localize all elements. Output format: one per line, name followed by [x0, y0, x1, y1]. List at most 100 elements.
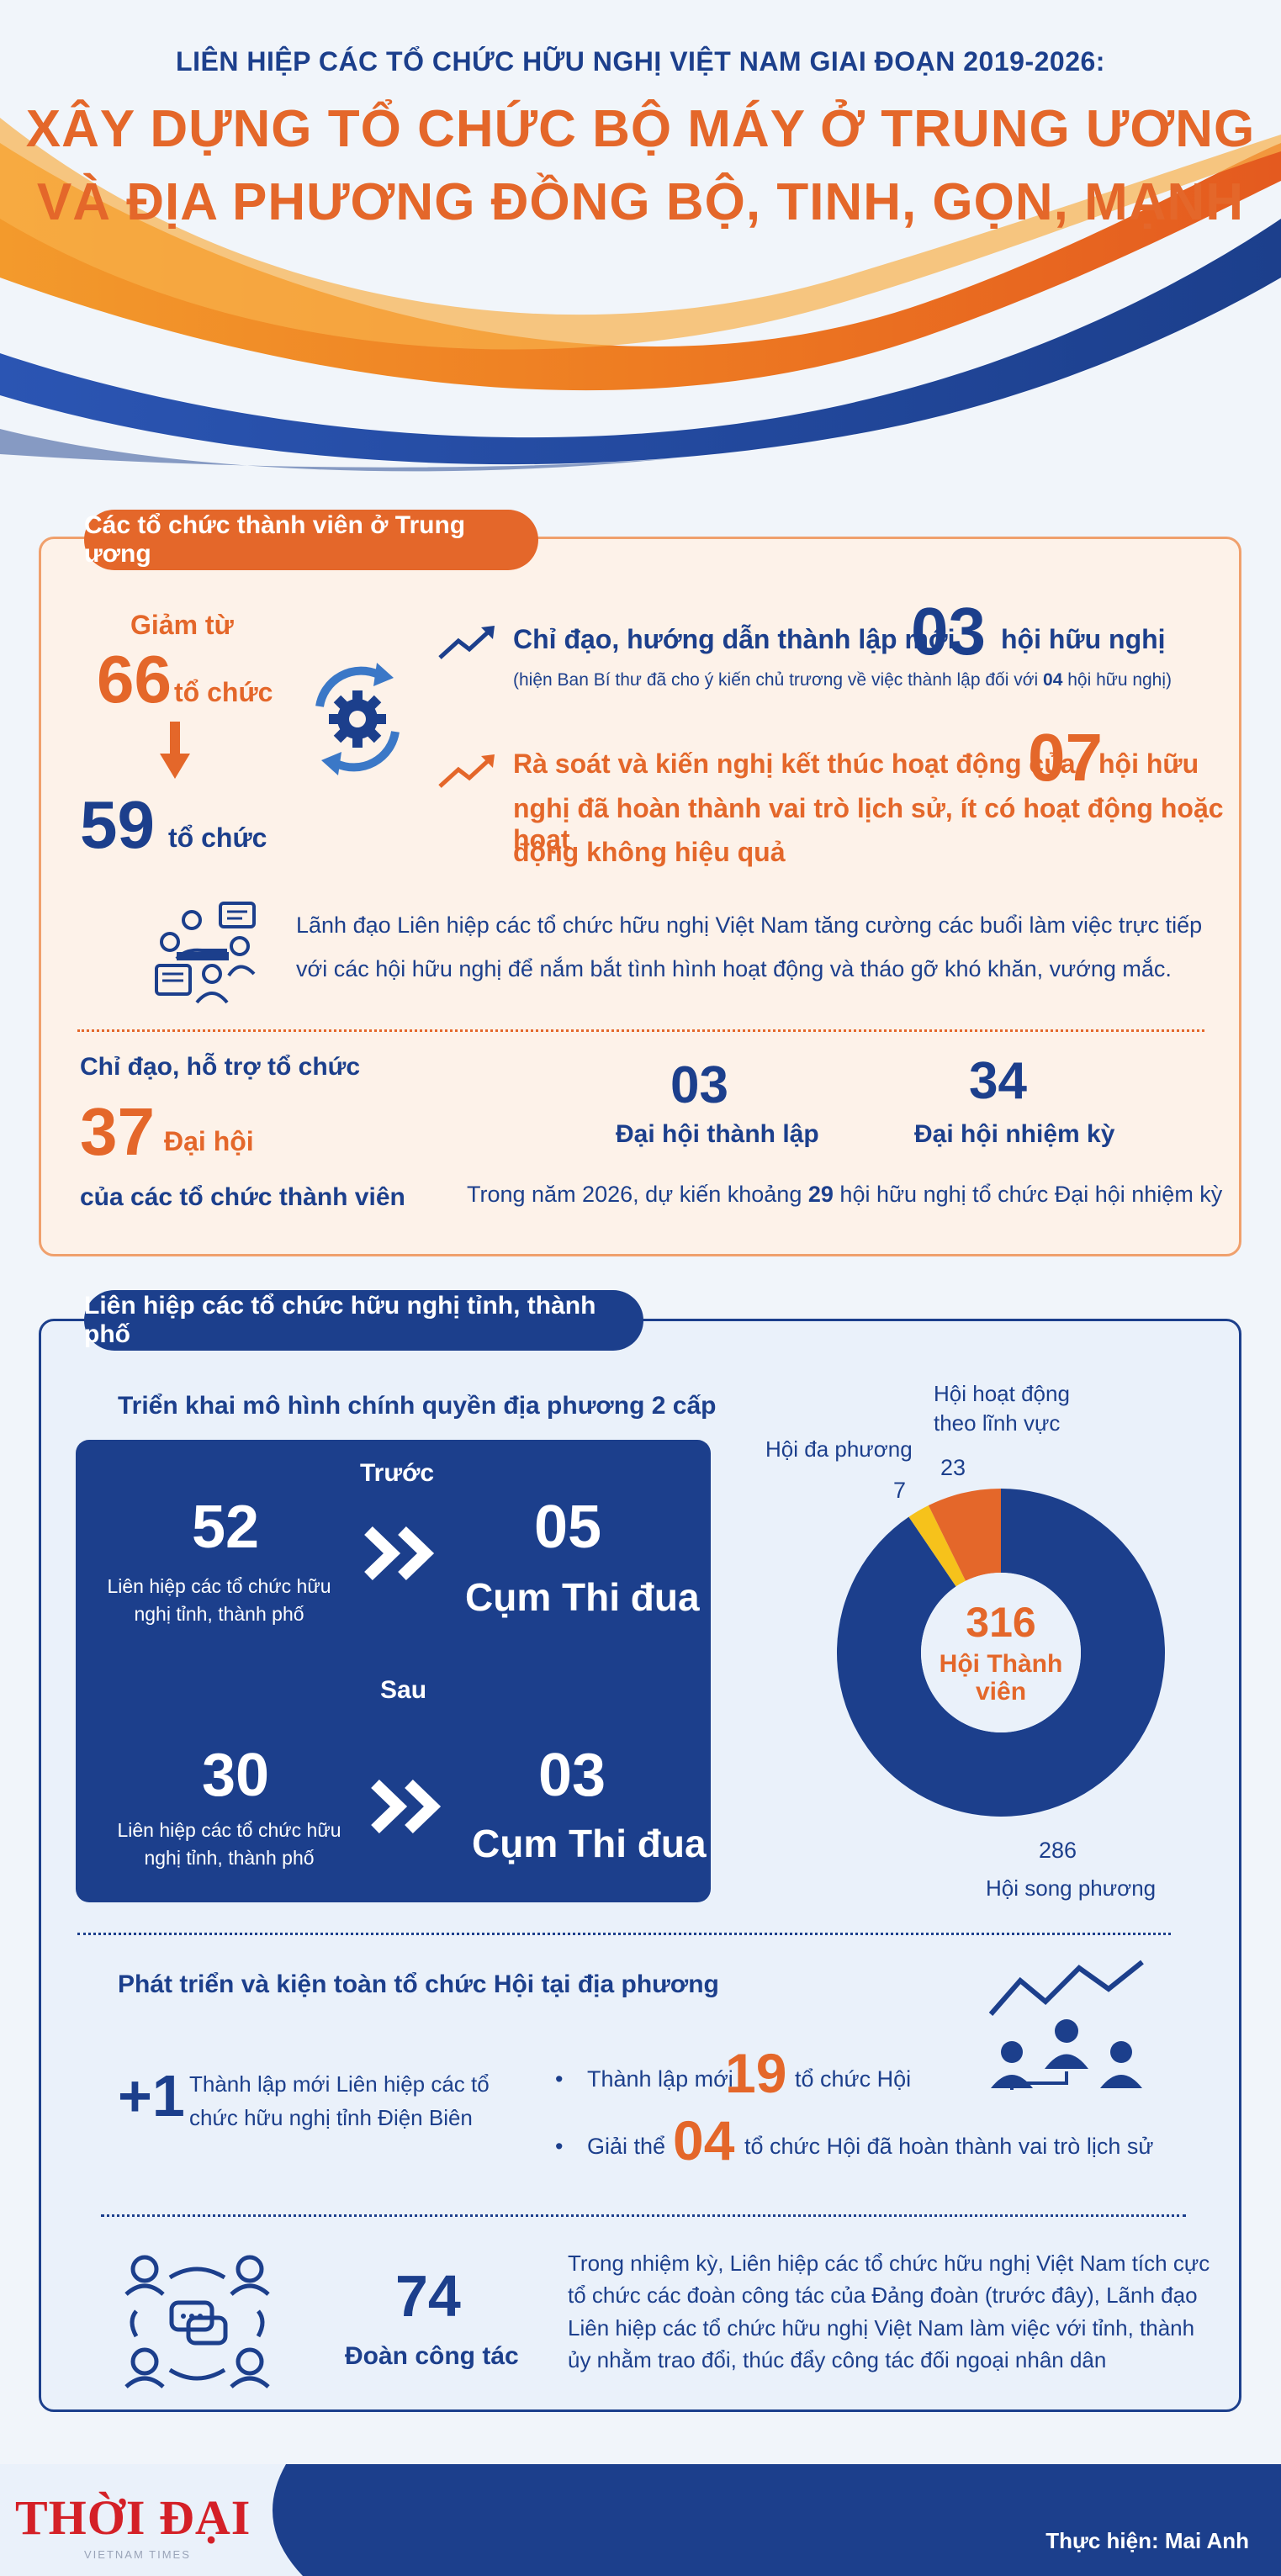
after-unions-label-line2: nghị tỉnh, thành phố: [144, 1847, 315, 1870]
donut-center-label-line2: viên: [975, 1678, 1027, 1706]
before-unions-value: 52: [192, 1494, 260, 1561]
dissolve-pre: Giải thể: [587, 2134, 666, 2159]
footer-logo-text: THỜI ĐẠI: [15, 2490, 251, 2545]
field-slice-label-line1: Hội hoạt động: [934, 1381, 1070, 1406]
delegation-value: 74: [395, 2263, 461, 2329]
after-clusters-label: Cụm Thi đua: [472, 1822, 707, 1865]
multilateral-slice-label: Hội đa phương: [765, 1436, 913, 1462]
delegation-text-line3: Liên hiệp các tổ chức hữu nghị Việt Nam …: [568, 2314, 1195, 2341]
after-clusters-value: 03: [538, 1742, 606, 1809]
central-section-panel: [39, 537, 1241, 1256]
item2-value: 07: [1028, 720, 1103, 795]
founding-value: 03: [670, 1056, 728, 1114]
new-assoc-pre: Thành lập mới: [587, 2066, 733, 2092]
donut-slice-multilateral: [908, 1505, 966, 1587]
local-section-label: Liên hiệp các tổ chức hữu nghị tỉnh, thà…: [84, 1290, 643, 1351]
founding-label: Đại hội thành lập: [616, 1120, 819, 1148]
double-chevron-right-icon: [364, 1526, 435, 1581]
item2-post: hội hữu: [1098, 748, 1199, 779]
before-clusters-label: Cụm Thi đua: [465, 1575, 700, 1619]
section1-divider: [77, 1029, 1204, 1032]
before-label: Trước: [360, 1459, 435, 1487]
congress-sub: của các tổ chức thành viên: [80, 1183, 405, 1211]
from-value: 66: [97, 642, 172, 717]
dissolve-post: tổ chức Hội đã hoàn thành vai trò lịch s…: [744, 2134, 1154, 2159]
congress-label: Chỉ đạo, hỗ trợ tổ chức: [80, 1053, 361, 1081]
term-value: 34: [969, 1052, 1027, 1110]
meeting-people-icon: [155, 902, 256, 1004]
plus-one-text-line1: Thành lập mới Liên hiệp các tổ: [189, 2071, 490, 2097]
gear-cycle-icon: [315, 663, 400, 775]
donut-slice-bilateral: [837, 1489, 1165, 1817]
donut-center-value: 316: [966, 1599, 1036, 1646]
model-title: Triển khai mô hình chính quyền địa phươn…: [118, 1392, 717, 1420]
central-section-label: Các tổ chức thành viên ở Trung ương: [84, 510, 538, 570]
double-chevron-right-icon-2: [371, 1779, 442, 1834]
item1-text: Chỉ đạo, hướng dẫn thành lập mới: [513, 624, 955, 654]
bullet-new-dot: •: [555, 2066, 564, 2092]
after-unions-label-line1: Liên hiệp các tổ chức hữu: [117, 1819, 341, 1841]
header-wave-decoration: [0, 118, 1281, 472]
after-unions-label: Liên hiệp các tổ chức hữu nghị tỉnh, thà…: [101, 1817, 357, 1873]
item1-note-pre: (hiện Ban Bí thư đã cho ý kiến chủ trươn…: [513, 670, 1039, 690]
donut-center-label: Hội Thành viên: [917, 1650, 1085, 1706]
item2-line2: nghị đã hoàn thành vai trò lịch sử, ít c…: [513, 793, 1224, 854]
members-donut-chart: [837, 1489, 1165, 1817]
donut-center-label-line1: Hội Thành: [939, 1650, 1063, 1678]
item1-post: hội hữu nghị: [1001, 624, 1166, 654]
item2-text: Rà soát và kiến nghị kết thúc hoạt động …: [513, 748, 1076, 779]
plus-one-value: +1: [118, 2063, 185, 2129]
plus-one-text-line2: chức hữu nghị tỉnh Điện Biên: [189, 2105, 473, 2131]
congress-value: 37: [80, 1094, 155, 1169]
model-box: [76, 1440, 711, 1902]
delegation-text-line2: tổ chức các đoàn công tác của Đảng đoàn …: [568, 2282, 1198, 2309]
dissolve-value: 04: [673, 2109, 735, 2171]
footer-credit: Thực hiện: Mai Anh: [1045, 2528, 1249, 2553]
plus-one-text: Thành lập mới Liên hiệp các tổ chức hữu …: [189, 2067, 490, 2135]
to-value: 59: [80, 787, 155, 862]
new-assoc-value: 19: [725, 2042, 787, 2104]
new-assoc-post: tổ chức Hội: [795, 2066, 912, 2092]
field-slice-value: 23: [940, 1455, 966, 1480]
plan-pre: Trong năm 2026, dự kiến khoảng: [467, 1182, 802, 1207]
item1-note: (hiện Ban Bí thư đã cho ý kiến chủ trươn…: [513, 670, 1172, 690]
field-slice-label-line2: theo lĩnh vực: [934, 1410, 1061, 1436]
bilateral-slice-label: Hội song phương: [986, 1875, 1157, 1901]
after-label: Sau: [380, 1676, 427, 1704]
donut-hole: [921, 1573, 1081, 1732]
delegation-label: Đoàn công tác: [345, 2342, 519, 2370]
section2-divider-1: [77, 1933, 1171, 1935]
term-label: Đại hội nhiệm kỳ: [914, 1120, 1115, 1148]
item2-line3: động không hiệu quả: [513, 837, 786, 867]
plan-post: hội hữu nghị tổ chức Đại hội nhiệm kỳ: [839, 1182, 1223, 1207]
trend-up-icon: [438, 626, 495, 659]
plan-text: Trong năm 2026, dự kiến khoảng 29 hội hữ…: [467, 1182, 1222, 1208]
to-unit: tổ chức: [168, 823, 267, 853]
meeting-text-line1: Lãnh đạo Liên hiệp các tổ chức hữu nghị …: [296, 912, 1203, 938]
infographic-title-line2: VÀ ĐỊA PHƯƠNG ĐỒNG BỘ, TINH, GỌN, MẠNH: [36, 173, 1245, 231]
delegation-text: Trong nhiệm kỳ, Liên hiệp các tổ chức hữ…: [568, 2247, 1210, 2377]
from-unit: tổ chức: [174, 677, 273, 707]
before-unions-label: Liên hiệp các tổ chức hữu nghị tỉnh, thà…: [91, 1573, 347, 1629]
before-clusters-value: 05: [534, 1494, 602, 1561]
delegation-text-line4: ủy nhằm trao đổi, thúc đẩy công tác đối …: [568, 2347, 1107, 2373]
donut-slice-field: [928, 1489, 1001, 1581]
before-unions-label-line1: Liên hiệp các tổ chức hữu: [107, 1575, 331, 1597]
footer-logo-sub: VIETNAM TIMES: [84, 2548, 191, 2561]
reduce-from-label: Giảm từ: [130, 610, 234, 640]
multilateral-slice-value: 7: [893, 1478, 907, 1503]
infographic-subtitle: LIÊN HIỆP CÁC TỔ CHỨC HỮU NGHỊ VIỆT NAM …: [176, 46, 1105, 77]
footer-logo-backdrop: [0, 2464, 303, 2576]
congress-unit: Đại hội: [164, 1126, 254, 1156]
item1-value: 03: [911, 594, 986, 669]
delegation-text-line1: Trong nhiệm kỳ, Liên hiệp các tổ chức hữ…: [568, 2251, 1210, 2276]
item1-note-post: hội hữu nghị): [1067, 670, 1172, 690]
section2-divider-2: [101, 2214, 1186, 2217]
infographic-title-line1: XÂY DỰNG TỔ CHỨC BỘ MÁY Ở TRUNG ƯƠNG: [25, 100, 1256, 158]
bullet-dissolve-dot: •: [555, 2134, 564, 2159]
team-growth-icon: [988, 1960, 1144, 2090]
dev-title: Phát triển và kiện toàn tổ chức Hội tại …: [118, 1970, 719, 1998]
meeting-text-line2: với các hội hữu nghị để nắm bắt tình hìn…: [296, 956, 1172, 981]
bilateral-slice-value: 286: [1039, 1838, 1077, 1863]
down-arrow-icon: [160, 722, 190, 779]
